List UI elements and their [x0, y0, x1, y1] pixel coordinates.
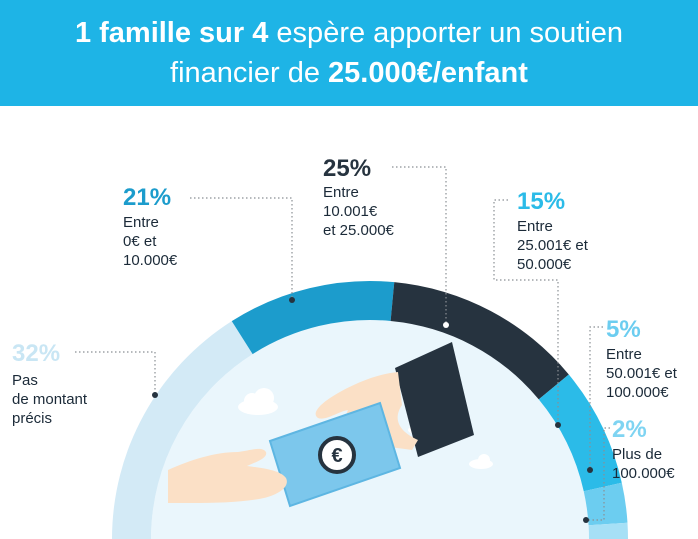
leader-dot-over-100000: [583, 517, 589, 523]
desc-line: et 25.000€: [323, 222, 394, 239]
desc-line: Pas: [12, 372, 38, 389]
desc-line: Entre: [517, 218, 553, 235]
desc-label-0-10000: Entre 0€ et 10.000€: [123, 213, 177, 270]
header-line-1-bold: 1 famille sur 4: [74, 17, 269, 49]
header-line-1-rest: espère apporter un soutien: [268, 17, 624, 49]
giving-sleeve: [395, 342, 474, 457]
euro-symbol: €: [331, 445, 342, 467]
pct-label-10001-25000: 25%: [323, 155, 372, 182]
desc-line: Entre: [323, 184, 359, 201]
receiving-hand: [168, 448, 287, 503]
desc-line: 25.001€ et: [517, 237, 588, 254]
desc-line: 10.001€: [323, 203, 378, 220]
header-line-2-rest: financier de: [170, 57, 329, 89]
leader-line-50001-100000: [589, 326, 603, 470]
leader-line-25001-50000: [493, 199, 559, 425]
desc-label-over-100000: Plus de 100.000€: [612, 445, 675, 483]
slice-25001-50000: [538, 374, 622, 492]
header-line-2-bold: 25.000€/enfant: [328, 57, 528, 89]
leader-line-no-amount: [75, 351, 156, 395]
pct-label-25001-50000: 15%: [517, 188, 566, 215]
slice-no-amount: [112, 321, 253, 539]
desc-line: 50.001€ et: [606, 365, 677, 382]
desc-line: 10.000€: [123, 252, 178, 269]
header-line-2: financier de 25.000€/enfant: [0, 56, 698, 90]
leader-dot-0-10000: [289, 297, 295, 303]
desc-label-25001-50000: Entre 25.001€ et 50.000€: [517, 217, 588, 274]
euro-coin-icon: [318, 436, 356, 474]
pct-label-no-amount: 32%: [12, 340, 61, 367]
desc-line: Plus de: [612, 446, 663, 463]
slice-50001-100000: [583, 482, 628, 526]
desc-line: de montant: [12, 391, 88, 408]
leader-dot-25001-50000: [555, 422, 561, 428]
slice-10001-25000: [390, 282, 569, 400]
leader-line-0-10000: [190, 197, 293, 300]
desc-line: 0€ et: [123, 233, 157, 250]
cloud-left-icon: [238, 388, 278, 415]
desc-label-no-amount: Pas de montant précis: [12, 371, 87, 428]
pct-label-50001-100000: 5%: [606, 316, 641, 343]
cloud-right-icon: [469, 454, 493, 469]
slice-0-10000: [231, 281, 395, 355]
desc-line: 100.000€: [612, 465, 675, 482]
desc-line: Entre: [606, 346, 642, 363]
slice-over-100000: [588, 522, 628, 539]
desc-line: 50.000€: [517, 256, 572, 273]
header-banner: 1 famille sur 4 espère apporter un souti…: [0, 0, 698, 106]
desc-line: Entre: [123, 214, 159, 231]
pct-label-over-100000: 2%: [612, 416, 647, 443]
leader-dot-no-amount: [152, 392, 158, 398]
desc-line: précis: [12, 410, 53, 427]
leader-dot-10001-25000: [443, 322, 449, 328]
pct-label-0-10000: 21%: [123, 184, 172, 211]
desc-label-10001-25000: Entre 10.001€ et 25.000€: [323, 183, 394, 240]
leader-line-over-100000: [586, 427, 610, 521]
desc-label-50001-100000: Entre 50.001€ et 100.000€: [606, 345, 677, 402]
header-line-1: 1 famille sur 4 espère apporter un souti…: [0, 16, 698, 50]
desc-line: 100.000€: [606, 384, 669, 401]
leader-dot-50001-100000: [587, 467, 593, 473]
